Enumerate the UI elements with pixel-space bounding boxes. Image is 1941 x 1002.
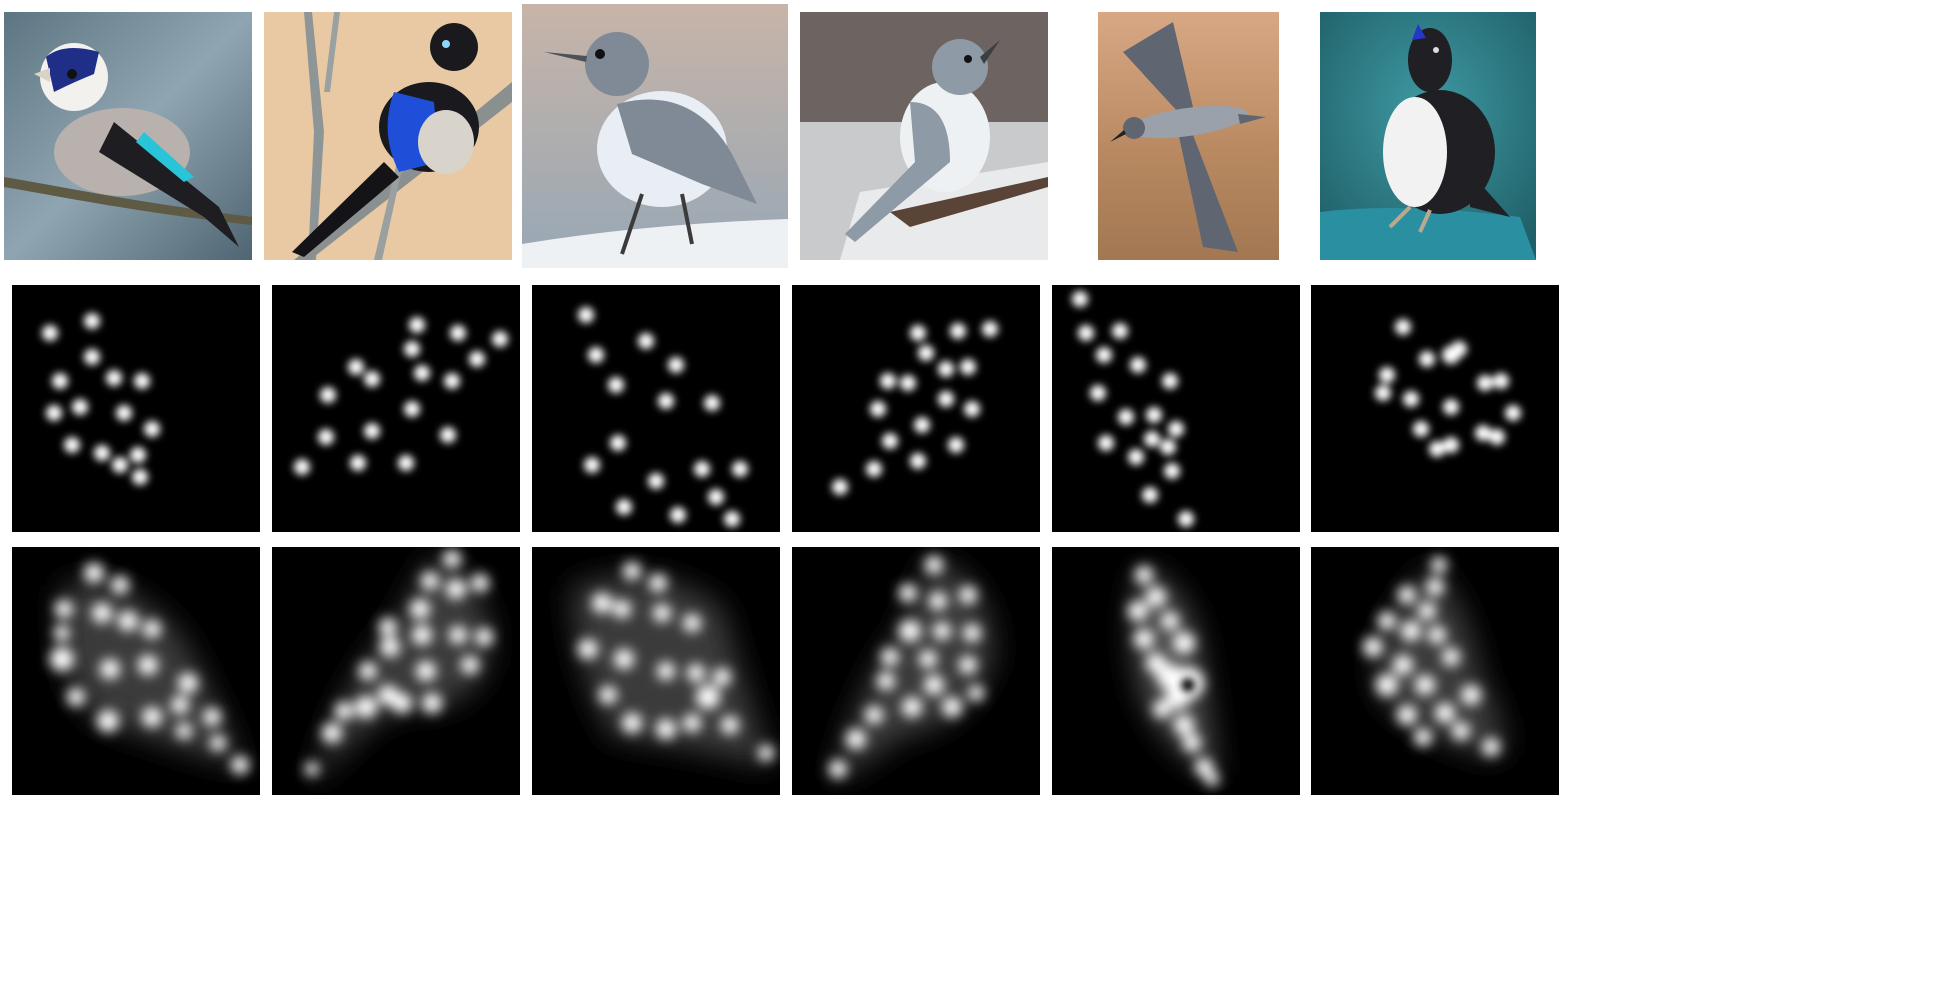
keypoint-heatmap-3 bbox=[532, 285, 780, 532]
density-heatmap-2-image bbox=[272, 547, 520, 795]
density-heatmap-5 bbox=[1052, 547, 1300, 795]
keypoint-heatmap-4 bbox=[792, 285, 1040, 532]
keypoint-heatmap-6-image bbox=[1311, 285, 1559, 532]
auk-on-teal-rock-image bbox=[1320, 12, 1536, 260]
wren-photo-2 bbox=[800, 12, 1048, 260]
density-heatmap-2 bbox=[272, 547, 520, 795]
density-heatmap-5-image bbox=[1052, 547, 1300, 795]
keypoint-heatmap-2-image bbox=[272, 285, 520, 532]
keypoint-heatmap-4-image bbox=[792, 285, 1040, 532]
goldfinch-photo bbox=[4, 12, 252, 260]
density-heatmap-1-image bbox=[12, 547, 260, 795]
keypoint-heatmap-5 bbox=[1052, 285, 1300, 532]
blue-black-bird-image bbox=[264, 12, 512, 260]
keypoint-heatmap-5-image bbox=[1052, 285, 1300, 532]
density-heatmap-3 bbox=[532, 547, 780, 795]
keypoint-heatmap-6 bbox=[1311, 285, 1559, 532]
keypoint-heatmap-3-image bbox=[532, 285, 780, 532]
albatross-photo bbox=[1098, 12, 1279, 260]
keypoint-heatmap-2 bbox=[272, 285, 520, 532]
density-heatmap-4-image bbox=[792, 547, 1040, 795]
auk-photo bbox=[1320, 12, 1536, 260]
grey-wren-on-rock-image bbox=[522, 4, 788, 268]
grey-wren-on-concrete-image bbox=[800, 12, 1048, 260]
density-heatmap-6-image bbox=[1311, 547, 1559, 795]
keypoint-heatmap-1 bbox=[12, 285, 260, 532]
density-heatmap-1 bbox=[12, 547, 260, 795]
goldfinch-image bbox=[4, 12, 252, 260]
density-heatmap-6 bbox=[1311, 547, 1559, 795]
magpie-photo bbox=[264, 12, 512, 260]
density-heatmap-4 bbox=[792, 547, 1040, 795]
density-heatmap-3-image bbox=[532, 547, 780, 795]
keypoint-heatmap-1-image bbox=[12, 285, 260, 532]
albatross-in-flight-image bbox=[1098, 12, 1279, 260]
wren-photo-1 bbox=[522, 4, 788, 268]
